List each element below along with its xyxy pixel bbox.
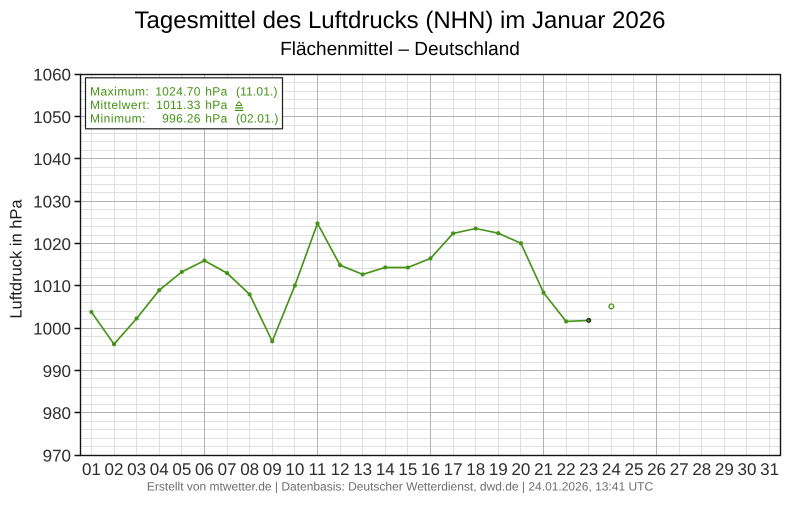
svg-text:12: 12	[331, 460, 350, 479]
svg-text:01: 01	[82, 460, 101, 479]
svg-text:04: 04	[150, 460, 169, 479]
svg-text:16: 16	[421, 460, 440, 479]
svg-text:Erstellt von mtwetter.de | Dat: Erstellt von mtwetter.de | Datenbasis: D…	[147, 480, 654, 494]
svg-text:1024.70: 1024.70	[155, 85, 201, 99]
svg-text:1000: 1000	[33, 320, 71, 339]
svg-text:Tagesmittel des Luftdrucks (NH: Tagesmittel des Luftdrucks (NHN) im Janu…	[135, 7, 666, 34]
svg-text:14: 14	[376, 460, 395, 479]
svg-text:20: 20	[511, 460, 530, 479]
svg-text:(02.01.): (02.01.)	[236, 111, 279, 125]
svg-text:02: 02	[105, 460, 124, 479]
svg-text:07: 07	[218, 460, 237, 479]
svg-text:Mittelwert:: Mittelwert:	[90, 98, 150, 112]
svg-text:21: 21	[534, 460, 553, 479]
svg-text:hPa: hPa	[205, 111, 227, 125]
svg-text:Minimum:: Minimum:	[90, 111, 146, 125]
svg-text:1050: 1050	[33, 108, 71, 127]
svg-text:22: 22	[557, 460, 576, 479]
svg-text:09: 09	[263, 460, 282, 479]
svg-text:08: 08	[240, 460, 259, 479]
svg-text:26: 26	[647, 460, 666, 479]
svg-text:25: 25	[624, 460, 643, 479]
svg-text:11: 11	[309, 460, 327, 479]
svg-text:17: 17	[444, 460, 463, 479]
svg-text:hPa: hPa	[205, 98, 227, 112]
svg-text:15: 15	[398, 460, 417, 479]
svg-text:996.26: 996.26	[162, 111, 201, 125]
svg-text:(11.01.): (11.01.)	[236, 85, 278, 99]
svg-text:1030: 1030	[33, 193, 71, 212]
svg-text:13: 13	[353, 460, 372, 479]
svg-text:Maximum:: Maximum:	[90, 85, 149, 99]
svg-text:27: 27	[670, 460, 689, 479]
svg-text:31: 31	[760, 460, 779, 479]
svg-text:Flächenmittel – Deutschland: Flächenmittel – Deutschland	[280, 39, 520, 60]
svg-text:1010: 1010	[33, 277, 71, 296]
svg-text:24: 24	[602, 460, 621, 479]
svg-text:03: 03	[127, 460, 146, 479]
svg-text:29: 29	[715, 460, 734, 479]
svg-text:06: 06	[195, 460, 214, 479]
svg-text:10: 10	[285, 460, 304, 479]
svg-text:30: 30	[738, 460, 757, 479]
svg-text:980: 980	[43, 404, 71, 423]
svg-text:28: 28	[692, 460, 711, 479]
svg-text:1060: 1060	[33, 66, 71, 85]
svg-text:970: 970	[43, 446, 71, 465]
svg-text:990: 990	[43, 362, 71, 381]
svg-text:05: 05	[172, 460, 191, 479]
svg-text:18: 18	[466, 460, 485, 479]
svg-text:23: 23	[579, 460, 598, 479]
svg-text:1020: 1020	[33, 235, 71, 254]
svg-text:hPa: hPa	[205, 85, 227, 99]
svg-text:1011.33: 1011.33	[156, 98, 201, 112]
svg-text:Luftdruck in hPa: Luftdruck in hPa	[8, 199, 26, 319]
svg-text:19: 19	[489, 460, 508, 479]
svg-text:1040: 1040	[33, 150, 71, 169]
